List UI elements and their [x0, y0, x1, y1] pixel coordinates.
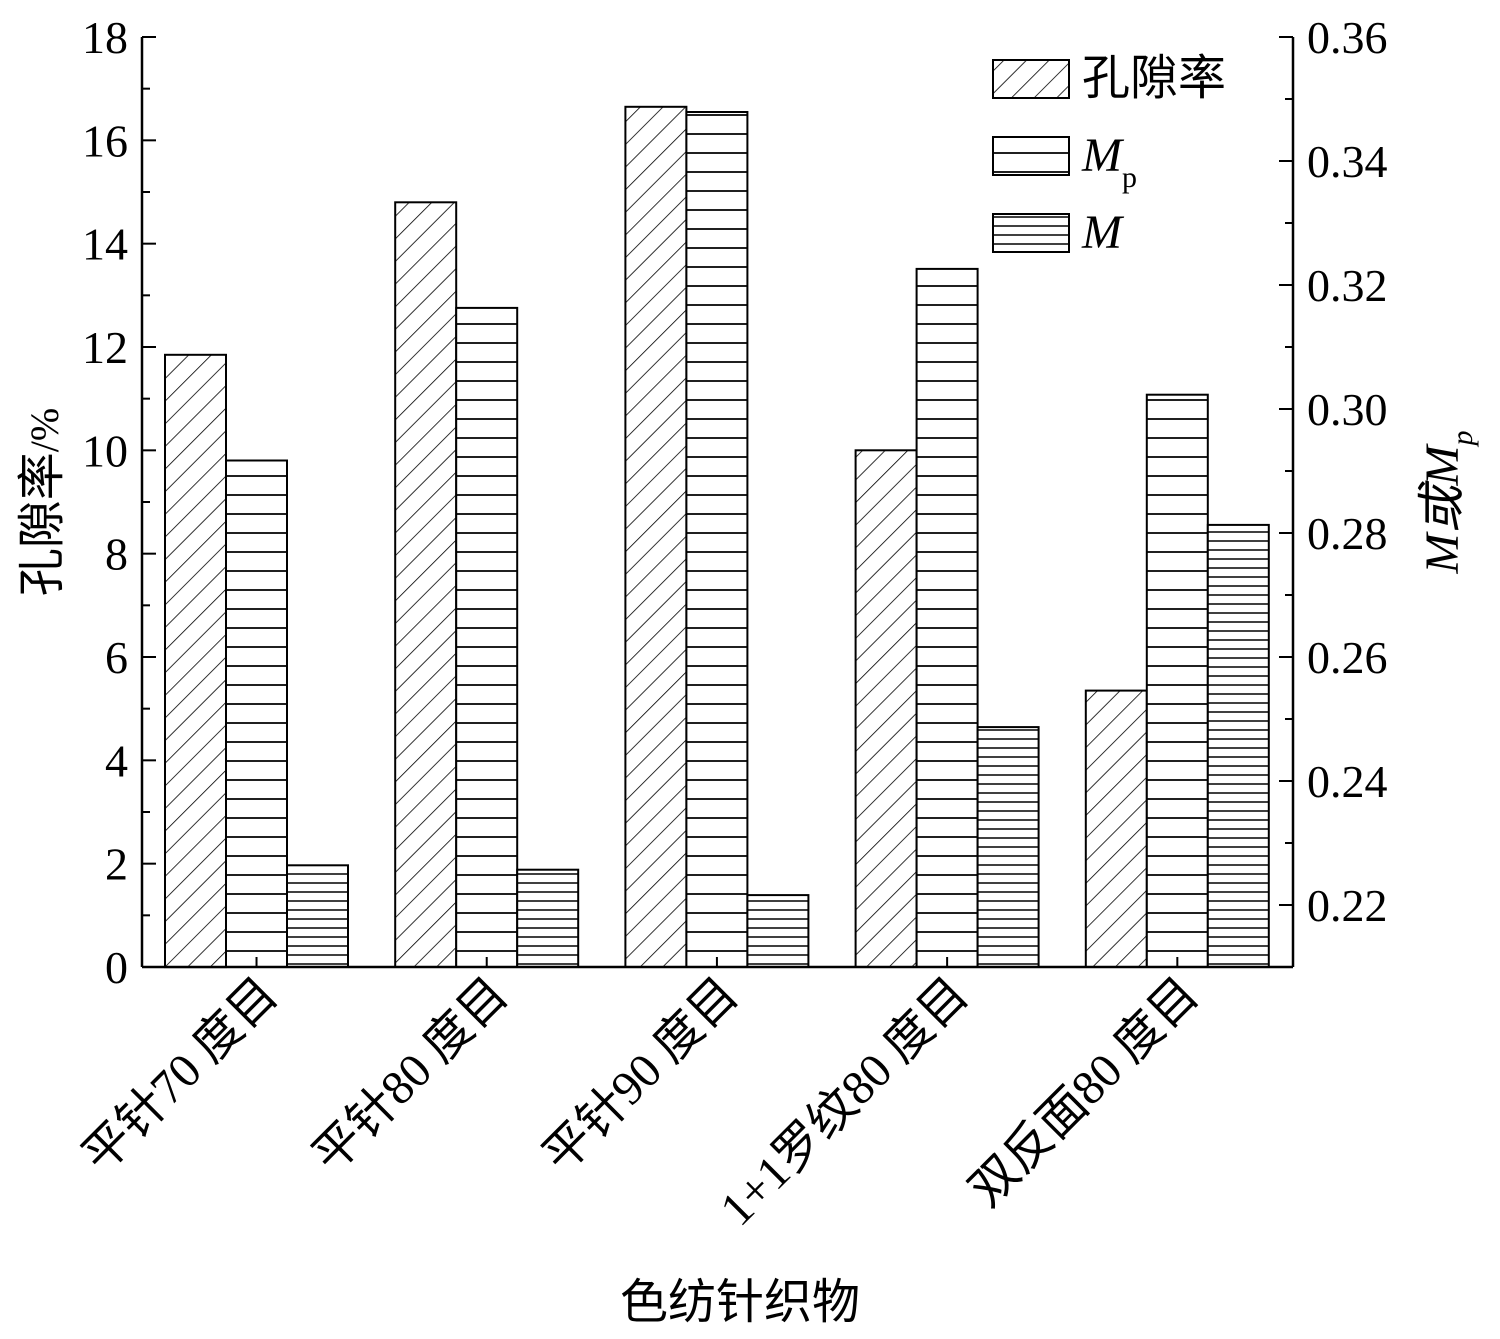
bar-m-4: [1206, 523, 1270, 969]
legend-item-m-label: M: [1081, 206, 1125, 259]
left-tick-label: 0: [105, 942, 128, 993]
legend: 孔隙率 Mp M: [992, 52, 1226, 259]
category-label: 1+1罗纹80 度目: [710, 967, 979, 1236]
left-tick-label: 4: [105, 735, 128, 786]
right-axis-title: M或Mp: [1416, 431, 1479, 575]
left-axis-ticks: 0 2 4 6 8 10 12 14 16 18: [82, 12, 156, 993]
left-tick-label: 10: [82, 425, 128, 476]
category-label: 双反面80 度目: [959, 967, 1209, 1217]
bar-m-3: [976, 726, 1040, 968]
bar-porosity-2: [624, 105, 688, 969]
bar-porosity-1: [394, 201, 458, 969]
bar-m-0: [286, 864, 349, 968]
legend-item-porosity-swatch: [992, 59, 1070, 99]
bar-mp-1: [455, 306, 519, 968]
bar-porosity-4: [1084, 689, 1148, 968]
bar-mp-4: [1145, 393, 1209, 968]
bars-group: [164, 105, 1270, 969]
bar-mp-2: [685, 111, 749, 968]
left-tick-label: 16: [82, 115, 128, 166]
right-tick-label: 0.36: [1307, 12, 1388, 63]
left-axis-title: 孔隙率/%: [16, 408, 69, 596]
right-tick-label: 0.24: [1307, 756, 1388, 807]
bar-porosity-0: [164, 353, 227, 969]
category-label: 平针90 度目: [533, 967, 749, 1183]
right-tick-label: 0.34: [1307, 136, 1388, 187]
left-tick-label: 8: [105, 529, 128, 580]
right-axis-ticks: 0.22 0.24 0.26 0.28 0.30 0.32 0.34 0.36: [1279, 12, 1388, 968]
left-tick-label: 18: [82, 12, 128, 63]
right-tick-label: 0.28: [1307, 508, 1388, 559]
bar-m-1: [516, 868, 580, 969]
bar-mp-0: [225, 459, 288, 968]
right-tick-label: 0.32: [1307, 260, 1388, 311]
left-tick-label: 12: [82, 322, 128, 373]
left-tick-label: 2: [105, 839, 128, 890]
left-tick-label: 6: [105, 632, 128, 683]
legend-item-mp-swatch: [992, 136, 1070, 176]
category-label: 平针80 度目: [303, 967, 519, 1183]
right-tick-label: 0.22: [1307, 880, 1388, 931]
bar-mp-3: [915, 267, 979, 968]
legend-item-mp-label: Mp: [1081, 129, 1137, 194]
bar-porosity-3: [854, 449, 918, 968]
legend-item-porosity-label: 孔隙率: [1082, 52, 1226, 105]
right-tick-label: 0.26: [1307, 632, 1388, 683]
legend-item-m-swatch: [992, 213, 1070, 253]
x-axis-title: 色纺针织物: [620, 1276, 860, 1329]
right-tick-label: 0.30: [1307, 384, 1388, 435]
bar-m-2: [746, 894, 810, 968]
left-tick-label: 14: [82, 219, 128, 270]
category-label: 平针70 度目: [73, 967, 289, 1183]
